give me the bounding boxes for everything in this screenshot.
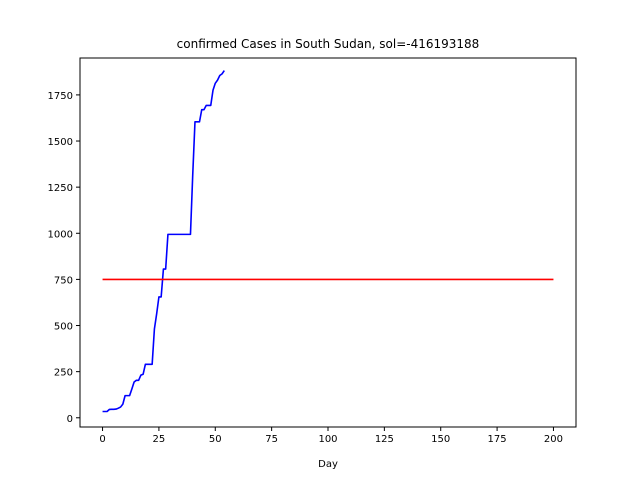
series-line-0 — [102, 70, 225, 413]
y-tick-label: 1250 — [48, 183, 73, 194]
y-tick-label: 1500 — [48, 137, 73, 148]
y-tick-label: 500 — [54, 322, 73, 333]
x-tick-label: 150 — [431, 434, 450, 445]
y-tick-label: 0 — [67, 414, 73, 425]
plot-frame — [79, 57, 577, 428]
x-tick-label: 75 — [265, 434, 278, 445]
x-tick-label: 100 — [318, 434, 337, 445]
x-tick-label: 25 — [153, 434, 166, 445]
series-layer — [102, 70, 554, 413]
x-tick-label: 50 — [209, 434, 222, 445]
x-tick-label: 0 — [99, 434, 105, 445]
y-tick-label: 1750 — [48, 91, 73, 102]
y-axis: 0 250 500 750 1000 1250 1500 1750 — [48, 91, 80, 425]
x-axis-label: Day — [318, 459, 338, 470]
x-tick-label: 125 — [375, 434, 394, 445]
y-tick-label: 250 — [54, 368, 73, 379]
x-tick-label: 175 — [488, 434, 507, 445]
y-tick-label: 1000 — [48, 229, 73, 240]
chart-title: confirmed Cases in South Sudan, sol=-416… — [177, 37, 480, 51]
x-axis: 0 25 50 75 100 125 150 175 200 — [99, 427, 563, 445]
y-tick-label: 750 — [54, 275, 73, 286]
x-tick-label: 200 — [544, 434, 563, 445]
